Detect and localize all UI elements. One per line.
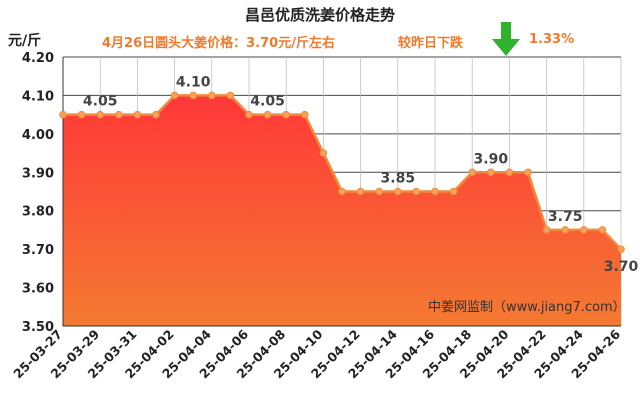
data-point bbox=[617, 245, 625, 253]
data-point bbox=[524, 168, 532, 177]
data-point bbox=[468, 168, 477, 177]
data-point bbox=[189, 91, 197, 100]
y-tick-label: 3.60 bbox=[22, 282, 54, 297]
data-label: 3.90 bbox=[474, 151, 509, 167]
data-label: 4.05 bbox=[83, 94, 118, 110]
data-point bbox=[431, 187, 439, 196]
data-label: 3.70 bbox=[604, 259, 639, 275]
data-label: 4.10 bbox=[176, 74, 211, 90]
data-label: 3.85 bbox=[381, 171, 416, 187]
data-point bbox=[412, 187, 421, 196]
y-tick-label: 3.80 bbox=[22, 205, 54, 220]
data-point bbox=[77, 110, 86, 119]
data-point bbox=[133, 110, 142, 119]
data-point bbox=[542, 226, 551, 234]
data-point bbox=[356, 187, 365, 196]
down-arrow-icon bbox=[492, 22, 520, 56]
data-point bbox=[208, 91, 216, 100]
data-point bbox=[580, 226, 588, 234]
change-label: 较昨日下跌 bbox=[398, 36, 464, 51]
data-point bbox=[561, 226, 570, 234]
data-point bbox=[152, 110, 160, 119]
data-label: 3.75 bbox=[548, 209, 583, 225]
data-point bbox=[282, 110, 291, 119]
data-point bbox=[301, 110, 309, 119]
y-tick-label: 4.10 bbox=[22, 89, 54, 104]
data-point bbox=[263, 110, 272, 119]
y-tick-label: 3.50 bbox=[22, 320, 54, 335]
price-subtitle: 4月26日圆头大姜价格：3.70元/斤左右 bbox=[102, 36, 335, 51]
data-point bbox=[598, 226, 607, 234]
data-point bbox=[59, 110, 67, 119]
price-area bbox=[63, 95, 621, 326]
chart-title: 昌邑优质洗姜价格走势 bbox=[244, 6, 395, 24]
data-point bbox=[487, 168, 495, 177]
data-point bbox=[338, 187, 346, 196]
data-point bbox=[115, 110, 123, 119]
y-axis-unit: 元/斤 bbox=[8, 33, 42, 49]
data-point bbox=[245, 110, 253, 119]
data-point bbox=[449, 187, 458, 196]
watermark: 中姜网监制（www.jiang7.com） bbox=[428, 300, 626, 315]
y-tick-label: 3.90 bbox=[22, 166, 54, 181]
data-point bbox=[96, 110, 104, 119]
data-label: 4.05 bbox=[250, 94, 285, 110]
data-point bbox=[394, 187, 402, 196]
data-point bbox=[505, 168, 514, 177]
y-tick-label: 3.70 bbox=[22, 243, 54, 258]
y-tick-label: 4.20 bbox=[22, 51, 54, 66]
data-point bbox=[319, 149, 328, 157]
data-point bbox=[375, 187, 384, 196]
change-percent: 1.33% bbox=[529, 32, 575, 47]
data-point bbox=[170, 91, 179, 100]
y-tick-label: 4.00 bbox=[22, 128, 54, 143]
data-point bbox=[226, 91, 235, 100]
